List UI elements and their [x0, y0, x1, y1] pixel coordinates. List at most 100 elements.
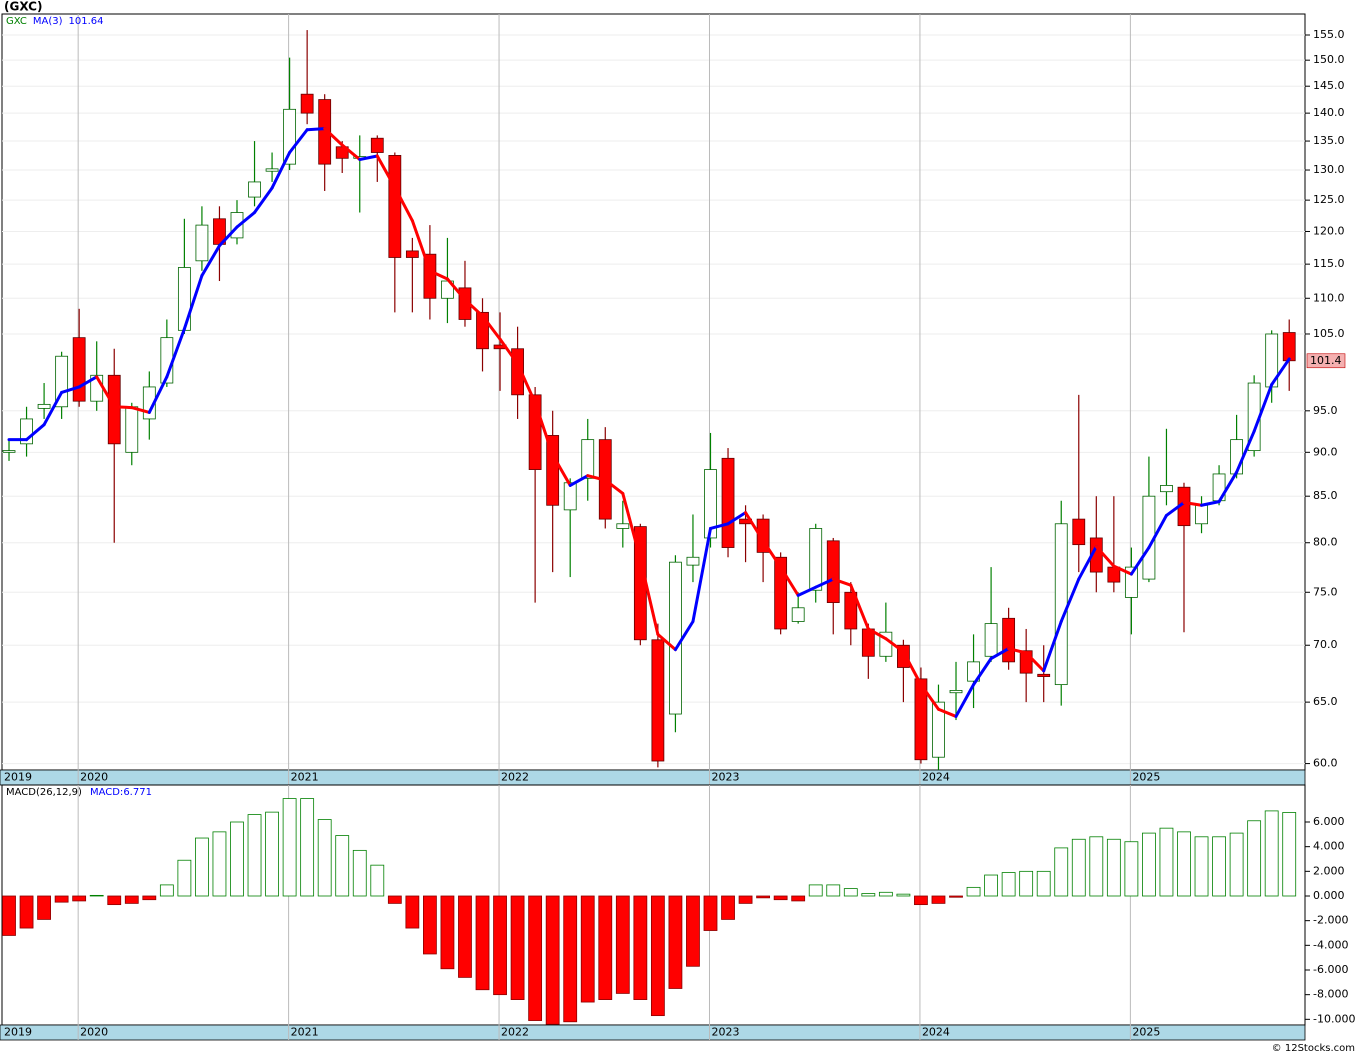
- ma-line-segment: [919, 683, 940, 711]
- x-tick-label: 2021: [291, 1026, 319, 1039]
- macd-bar: [1142, 832, 1156, 897]
- candle-body: [1282, 332, 1296, 362]
- candle-body: [704, 469, 717, 539]
- ma-line-segment: [60, 385, 81, 394]
- x-tick-label: 2022: [501, 1026, 529, 1039]
- x-tick-label: 2022: [501, 771, 529, 784]
- x-tick-label: 2020: [80, 771, 108, 784]
- y-tick-label: 105.0: [1313, 327, 1345, 340]
- ma-line-segment: [1147, 513, 1168, 550]
- x-tick-label: 2025: [1132, 771, 1160, 784]
- candle-body: [37, 403, 51, 409]
- macd-bar: [247, 814, 262, 897]
- macd-bar: [282, 798, 297, 897]
- candle-body: [2, 450, 16, 453]
- y-tick-label: 125.0: [1313, 193, 1345, 206]
- ma-line-segment: [1077, 545, 1098, 581]
- candle-body: [300, 93, 314, 114]
- ma-line-segment: [1042, 619, 1063, 673]
- ma-line-segment: [533, 401, 555, 457]
- macd-bar: [405, 895, 420, 929]
- legend-entry: MACD(26,12,9): [6, 787, 82, 798]
- macd-bar: [984, 874, 998, 897]
- macd-bar: [177, 859, 192, 897]
- x-tick-label: 2019: [4, 771, 32, 784]
- candle-body: [1124, 566, 1138, 598]
- macd-bar: [1194, 836, 1209, 897]
- candle-body: [72, 337, 86, 402]
- ma-line-segment: [217, 225, 239, 248]
- candle-body: [669, 561, 682, 715]
- ma-line-segment: [708, 522, 730, 530]
- y-tick-label: -6.000: [1313, 963, 1348, 976]
- macd-bar: [335, 835, 350, 897]
- macd-bar: [1106, 838, 1121, 897]
- y-tick-label: -4.000: [1313, 938, 1348, 951]
- ma-line-segment: [989, 647, 1011, 661]
- macd-bar: [1159, 827, 1174, 897]
- macd-bar: [230, 821, 244, 897]
- macd-bar: [615, 895, 630, 994]
- macd-bar: [843, 888, 858, 897]
- macd-bar: [2, 895, 16, 936]
- y-tick-label: 120.0: [1313, 224, 1345, 237]
- x-tick-label: 2025: [1132, 1026, 1160, 1039]
- candle-body: [283, 108, 297, 165]
- y-tick-label: -2.000: [1313, 914, 1348, 927]
- ma-line-segment: [849, 583, 870, 631]
- macd-bar: [966, 886, 981, 897]
- y-tick-label: 145.0: [1313, 79, 1345, 92]
- ma-line-segment: [761, 539, 783, 569]
- ma-line-segment: [95, 375, 116, 409]
- y-tick-label: 85.0: [1313, 489, 1338, 502]
- y-tick-label: 65.0: [1313, 695, 1338, 708]
- price-marker: [1306, 353, 1346, 369]
- candle-body: [248, 181, 261, 198]
- ma-line-segment: [288, 128, 309, 155]
- macd-bar: [352, 849, 367, 897]
- candle-body: [318, 99, 332, 165]
- ma-line-segment: [586, 474, 607, 482]
- macd-bar: [1264, 810, 1279, 897]
- macd-bar: [458, 895, 472, 978]
- candle-body: [914, 678, 928, 761]
- ma-line-segment: [323, 127, 344, 147]
- macd-bar: [212, 831, 227, 897]
- ma-line-segment: [901, 650, 923, 687]
- candle-body: [125, 406, 139, 453]
- footer: © 12Stocks.com: [1272, 1043, 1355, 1054]
- candle-body: [1072, 518, 1086, 546]
- ma-line-segment: [621, 491, 642, 561]
- ma-line-segment: [25, 423, 46, 442]
- y-tick-label: 95.0: [1313, 404, 1338, 417]
- macd-bar: [686, 895, 700, 967]
- ma-line-segment: [884, 637, 905, 654]
- candle-body: [791, 607, 805, 622]
- ma-line-segment: [130, 406, 151, 414]
- candle-body: [1160, 485, 1173, 493]
- ma-line-segment: [744, 511, 765, 543]
- macd-bar: [721, 895, 735, 920]
- x-tick-label: 2021: [291, 771, 319, 784]
- ma-line-segment: [954, 683, 976, 718]
- macd-bar: [54, 895, 69, 903]
- ma-line-segment: [1164, 501, 1186, 517]
- y-tick-label: 130.0: [1313, 163, 1345, 176]
- ma-line-segment: [375, 154, 397, 189]
- candle-body: [967, 661, 980, 682]
- ma-line-segment: [165, 327, 186, 379]
- ma-line-segment: [1129, 546, 1151, 576]
- y-tick-label: -8.000: [1313, 988, 1348, 1001]
- macd-bar: [756, 895, 771, 899]
- y-tick-label: 80.0: [1313, 536, 1338, 549]
- macd-bar: [1282, 812, 1297, 897]
- ma-line-segment: [779, 565, 800, 597]
- ma-line-segment: [936, 707, 958, 718]
- macd-bar: [914, 895, 928, 906]
- macd-bar: [633, 895, 648, 1000]
- candle-body: [1195, 504, 1208, 525]
- legend-entry: GXC: [6, 16, 27, 27]
- macd-bar: [37, 895, 51, 920]
- macd-bar: [703, 895, 718, 931]
